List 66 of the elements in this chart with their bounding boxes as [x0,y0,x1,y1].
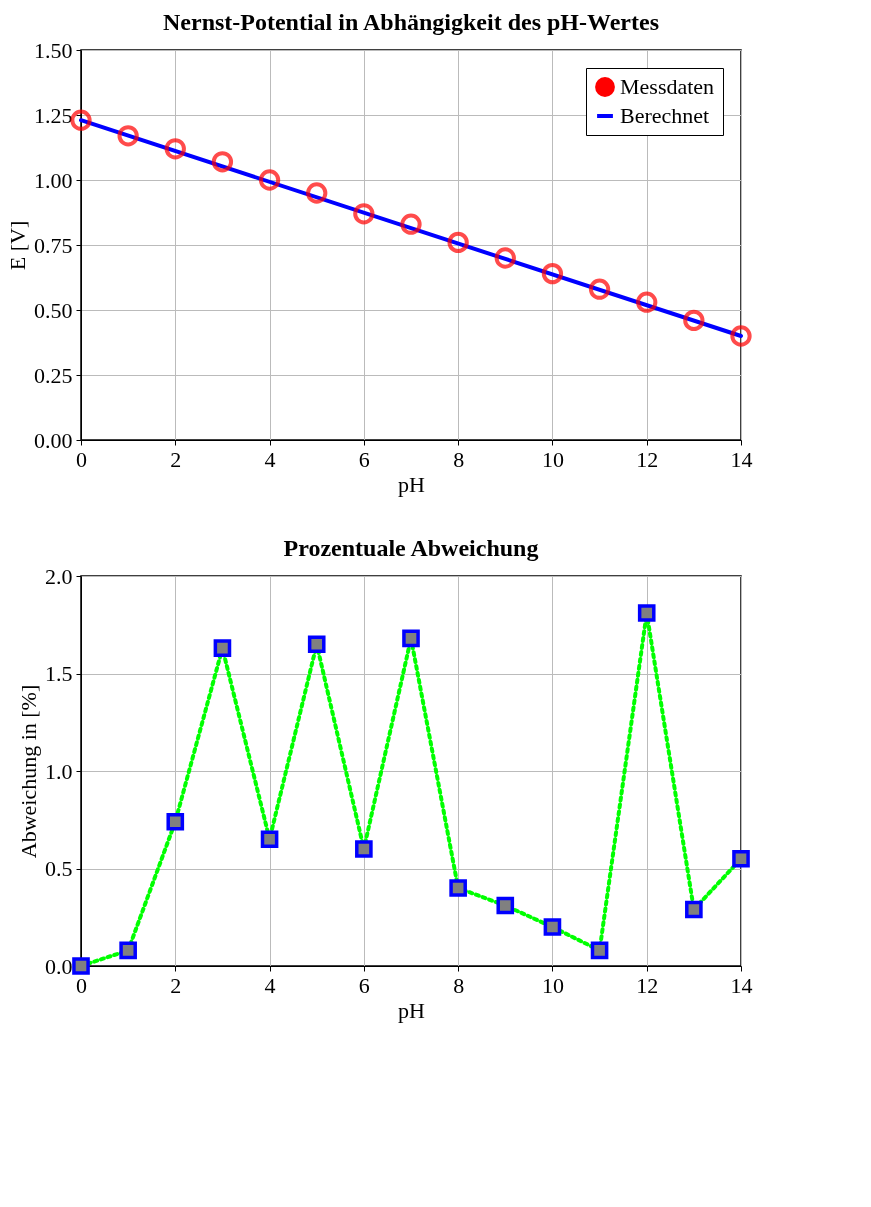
point [496,896,515,915]
x-tick-label: 10 [541,972,564,998]
x-tick-label: 0 [76,972,87,998]
y-axis-title: E [V] [5,220,30,271]
y-tick-label: 0.25 [34,362,73,388]
point [636,291,658,313]
x-tick-label: 0 [76,446,87,472]
point [685,900,703,919]
point [730,325,752,347]
y-tick-label: 0.00 [34,427,73,453]
point [590,941,609,960]
point [211,151,234,173]
point [402,629,420,648]
point [543,918,562,936]
point [306,182,328,204]
x-axis-title: pH [398,471,426,497]
point [494,247,516,269]
point [683,309,705,332]
y-tick-label: 0.75 [34,232,73,258]
y-tick-label: 1.0 [45,758,73,784]
x-tick-label: 12 [636,972,659,998]
point [732,849,750,868]
x-tick-label: 2 [170,972,182,998]
y-axis-title: Abweichung in [%] [16,684,41,859]
x-tick-label: 6 [358,446,370,472]
x-tick-label: 4 [264,446,276,472]
y-tick-label: 0.0 [45,953,73,979]
point [588,278,611,300]
y-tick-label: 0.5 [45,856,73,881]
legend-label: Berechnet [620,103,710,128]
point [258,169,281,191]
x-tick-label: 14 [730,972,753,998]
chart-title: Prozentuale Abweichung [283,535,539,561]
point [70,109,92,131]
y-tick-label: 2.0 [45,563,73,589]
point [117,125,139,147]
x-tick-label: 8 [453,972,465,998]
y-tick-label: 0.50 [34,297,73,323]
point [353,203,375,225]
x-tick-label: 12 [636,446,659,472]
point [307,635,326,654]
point [166,812,185,831]
point [260,830,279,849]
x-tick-label: 14 [730,446,753,472]
point [449,879,467,897]
x-tick-label: 8 [453,446,465,472]
point [213,639,232,657]
legend-label: Messdaten [620,74,715,99]
point [541,262,564,285]
chart-title: Nernst-Potential in Abhängigkeit des pH-Wertes [163,9,659,35]
y-tick-label: 1.50 [34,37,73,63]
x-tick-label: 2 [170,446,182,472]
x-axis-title: pH [398,997,426,1023]
x-tick-label: 4 [264,972,276,998]
point [72,957,90,975]
point [119,941,137,960]
y-tick-label: 1.25 [34,102,73,128]
point [164,138,186,160]
x-tick-label: 10 [541,446,564,472]
x-tick-label: 6 [358,972,370,998]
point [400,213,422,235]
point [355,840,373,858]
point [447,231,469,254]
point [637,604,656,622]
y-tick-label: 1.5 [45,661,73,686]
y-tick-label: 1.00 [34,167,73,193]
